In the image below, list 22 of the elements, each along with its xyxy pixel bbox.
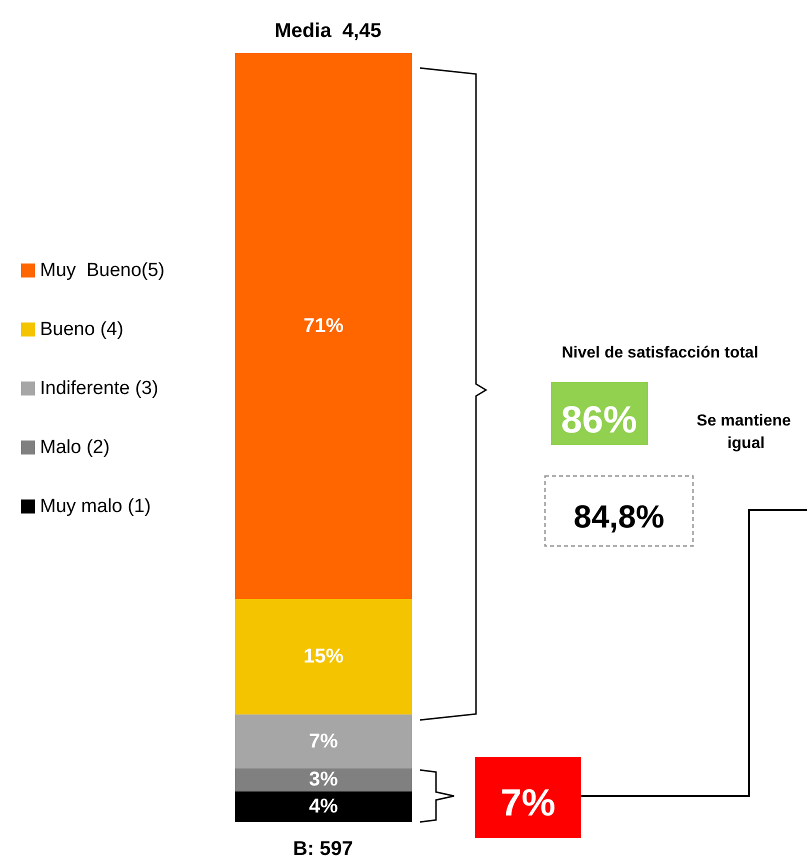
legend-label: Malo (2)	[40, 437, 110, 458]
text: Se mantiene igual	[696, 412, 796, 452]
text: 84,8%	[574, 498, 664, 534]
data-label: 7%	[309, 730, 338, 752]
text: Nivel de satisfacción total	[562, 344, 758, 362]
bar	[235, 53, 412, 599]
chart-title: Media 4,45	[274, 20, 382, 42]
legend-label: Bueno (4)	[40, 319, 124, 340]
bar	[235, 598, 412, 714]
legend-label: Muy Bueno(5)	[40, 260, 165, 281]
legend-label: Indiferente (3)	[40, 378, 158, 399]
bar	[235, 714, 412, 768]
bar	[235, 791, 412, 822]
bar	[235, 768, 412, 792]
data-label: 15%	[303, 646, 344, 668]
text: B: 597	[292, 838, 354, 860]
data-label: 71%	[303, 314, 344, 337]
legend-label: Muy malo (1)	[40, 496, 151, 517]
data-label: 3%	[309, 768, 338, 791]
text: 86%	[560, 400, 638, 442]
text: 7%	[500, 782, 556, 825]
data-label: 4%	[309, 796, 338, 818]
